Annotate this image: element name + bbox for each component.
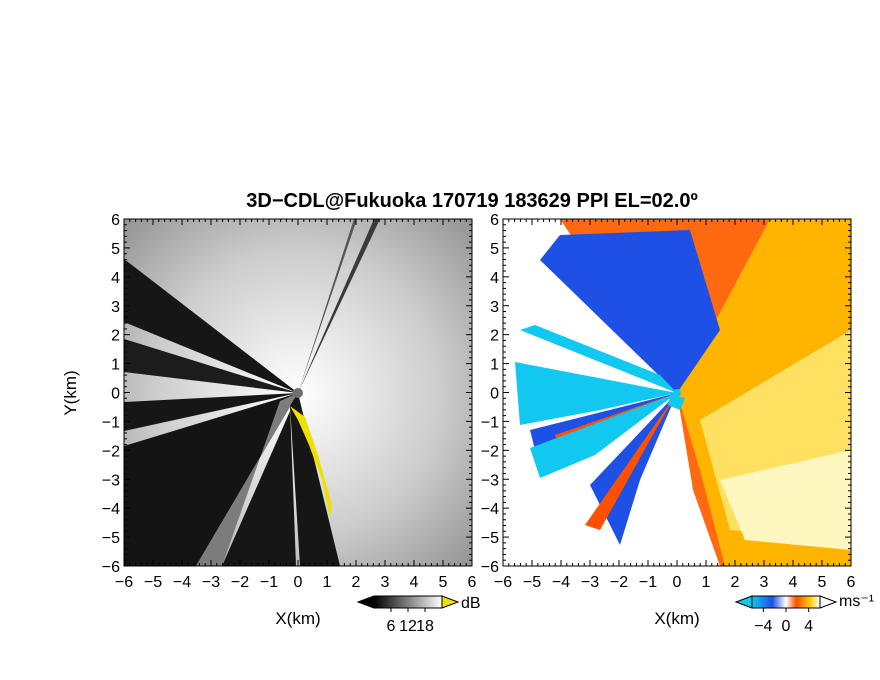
x-tick-label: 3	[381, 574, 390, 591]
db-colorbar-bar	[373, 595, 443, 609]
x-tick-label: −4	[173, 574, 191, 591]
x-tick-label: 5	[818, 574, 827, 591]
y-tick-label: 2	[111, 328, 120, 345]
y-tick-label: 4	[111, 270, 120, 287]
x-tick-label: 1	[702, 574, 711, 591]
x-tick-label: −5	[523, 574, 541, 591]
y-tick-label: −1	[102, 414, 120, 431]
x-tick-label: 4	[789, 574, 798, 591]
x-tick-label: 3	[760, 574, 769, 591]
colorbar-tick-label: 6	[387, 618, 396, 635]
x-tick-label: 6	[468, 574, 477, 591]
y-tick-label: 0	[490, 386, 499, 403]
x-tick-label: −4	[552, 574, 570, 591]
x-tick-label: 6	[847, 574, 856, 591]
x-tick-label: −3	[581, 574, 599, 591]
y-tick-label: 3	[111, 299, 120, 316]
db-colorbar: 6 12 18 dB	[356, 595, 481, 635]
db-colorbar-ticks: 6 12 18	[387, 608, 434, 635]
y-tick-label: −6	[481, 559, 499, 576]
snr-y-tick-labels: 6 5 4 3 2 1 0 −1 −2 −3 −4 −5 −6	[102, 212, 120, 576]
snr-x-axis-label: X(km)	[275, 609, 320, 628]
x-tick-label: −5	[144, 574, 162, 591]
y-tick-label: −1	[481, 414, 499, 431]
y-tick-label: −2	[102, 443, 120, 460]
y-tick-label: 2	[490, 328, 499, 345]
x-tick-label: 5	[439, 574, 448, 591]
x-tick-label: 4	[410, 574, 419, 591]
velocity-colorbar-bar	[751, 595, 821, 609]
x-tick-label: 1	[323, 574, 332, 591]
y-tick-label: −5	[102, 530, 120, 547]
y-tick-label: −2	[481, 443, 499, 460]
velocity-x-axis-label: X(km)	[654, 609, 699, 628]
y-tick-label: −3	[102, 472, 120, 489]
velocity-image	[503, 219, 851, 566]
snr-panel: −6 −5 −4 −3 −2 −1 0 1 2 3 4 5 6 6543210−1−2−3−4−5−6 …	[61, 212, 477, 628]
snr-image	[124, 219, 472, 566]
snr-x-tick-labels: −6 −5 −4 −3 −2 −1 0 1 2 3 4 5 6	[115, 574, 477, 591]
colorbar-tick-label: −4	[754, 618, 772, 635]
y-tick-label: 3	[490, 299, 499, 316]
y-tick-label: 1	[111, 357, 120, 374]
y-tick-label: 6	[111, 212, 120, 229]
y-tick-label: 1	[490, 357, 499, 374]
velocity-colorbar-unit: ms⁻¹	[839, 593, 874, 610]
y-tick-label: −4	[102, 501, 120, 518]
x-tick-label: 2	[352, 574, 361, 591]
x-tick-label: 2	[731, 574, 740, 591]
y-tick-label: 4	[490, 270, 499, 287]
db-colorbar-low-arrow	[356, 595, 375, 609]
colorbar-tick-label: 4	[804, 618, 813, 635]
y-tick-label: −5	[481, 530, 499, 547]
y-tick-label: −6	[102, 559, 120, 576]
x-tick-label: 0	[673, 574, 682, 591]
y-tick-label: 6	[490, 212, 499, 229]
chart-title: 3D−CDL@Fukuoka 170719 183629 PPI EL=02.0…	[246, 190, 698, 212]
x-tick-label: −1	[260, 574, 278, 591]
velocity-panel: −6 −5 −4 −3 −2 −1 0 1 2 3 4 5 6 6543210−1−2−3−4−5−6 …	[481, 212, 856, 628]
x-tick-label: −3	[202, 574, 220, 591]
colorbar-tick-label: 12	[399, 618, 417, 635]
velocity-colorbar-low-arrow	[734, 595, 753, 609]
y-tick-label: 0	[111, 386, 120, 403]
x-tick-label: −2	[231, 574, 249, 591]
x-tick-label: 0	[294, 574, 303, 591]
velocity-colorbar: −4 0 4 ms⁻¹	[734, 593, 874, 635]
x-tick-label: −6	[494, 574, 512, 591]
snr-y-axis-label: Y(km)	[61, 370, 80, 415]
velocity-colorbar-high-arrow	[819, 595, 838, 609]
db-colorbar-unit: dB	[461, 595, 481, 612]
y-tick-label: 5	[111, 241, 120, 258]
colorbar-tick-label: 18	[416, 618, 434, 635]
db-colorbar-high-arrow	[441, 595, 460, 609]
y-tick-label: −4	[481, 501, 499, 518]
y-tick-label: −3	[481, 472, 499, 489]
x-tick-label: −2	[610, 574, 628, 591]
velocity-y-tick-labels: 6 5 4 3 2 1 0 −1 −2 −3 −4 −5 −6	[481, 212, 499, 576]
x-tick-label: −6	[115, 574, 133, 591]
velocity-ticks	[502, 218, 852, 567]
velocity-colorbar-ticks: −4 0 4	[754, 608, 813, 635]
velocity-x-tick-labels: −6 −5 −4 −3 −2 −1 0 1 2 3 4 5 6	[494, 574, 856, 591]
colorbar-tick-label: 0	[782, 618, 791, 635]
snr-ticks	[123, 218, 473, 567]
y-tick-label: 5	[490, 241, 499, 258]
x-tick-label: −1	[639, 574, 657, 591]
